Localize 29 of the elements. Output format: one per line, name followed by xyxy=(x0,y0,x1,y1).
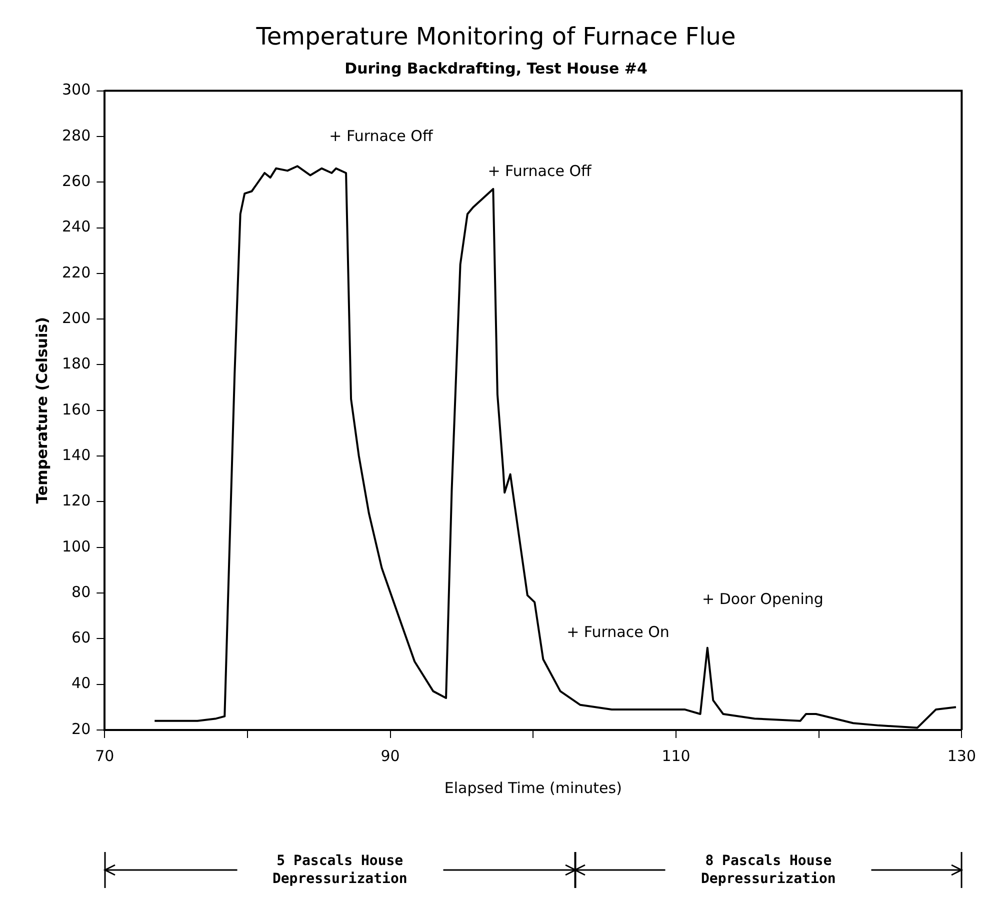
x-axis-title: Elapsed Time (minutes) xyxy=(444,778,622,797)
y-tick-label: 100 xyxy=(62,537,91,556)
y-tick-label: 200 xyxy=(62,308,91,327)
x-tick-label: 130 xyxy=(947,746,976,765)
y-tick-label: 180 xyxy=(62,354,91,373)
chart-subtitle: During Backdrafting, Test House #4 xyxy=(344,60,648,78)
y-tick-label: 80 xyxy=(72,582,91,601)
annotation: + Furnace Off xyxy=(488,162,592,180)
y-tick-label: 40 xyxy=(72,674,91,692)
y-tick-label: 280 xyxy=(62,126,91,144)
y-tick-label: 20 xyxy=(72,720,91,738)
annotation: + Furnace Off xyxy=(329,127,433,146)
y-tick-label: 120 xyxy=(62,492,91,510)
y-axis-title: Temperature (Celsuis) xyxy=(32,316,51,504)
chart-title: Temperature Monitoring of Furnace Flue xyxy=(255,22,736,51)
text: 5 Pascals House Depressurization xyxy=(271,852,408,888)
x-tick-label: 90 xyxy=(380,746,400,765)
x-tick-label: 70 xyxy=(95,746,114,765)
y-tick-label: 300 xyxy=(62,80,91,99)
annotation: + Furnace On xyxy=(566,623,670,642)
y-tick-label: 240 xyxy=(62,218,91,236)
x-tick-label: 110 xyxy=(662,746,690,765)
y-tick-label: 60 xyxy=(72,628,91,647)
y-tick-label: 160 xyxy=(62,400,91,418)
y-tick-label: 260 xyxy=(62,172,91,190)
annotation: + Door Opening xyxy=(702,590,824,608)
y-tick-label: 140 xyxy=(62,446,91,464)
y-tick-label: 220 xyxy=(62,263,91,282)
text: 8 Pascals House Depressurization xyxy=(700,852,837,888)
